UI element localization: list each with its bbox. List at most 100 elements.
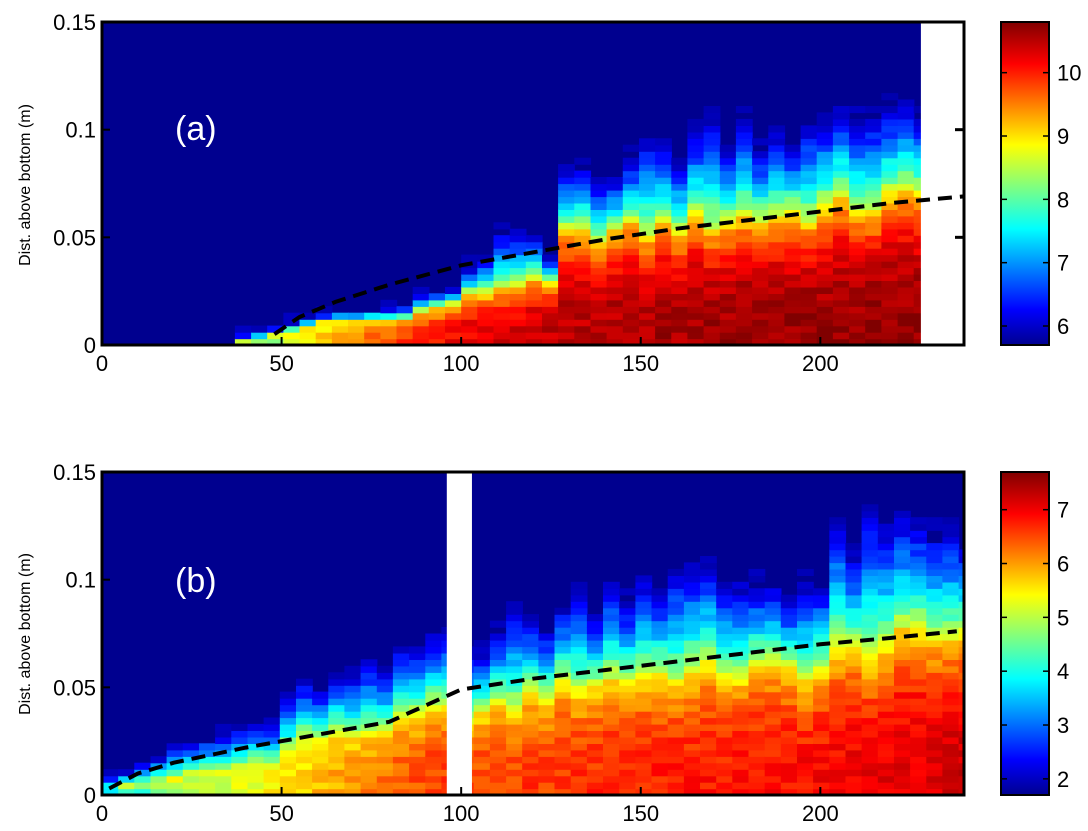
heatmap-cell	[247, 730, 265, 738]
heatmap-cell	[425, 633, 443, 641]
heatmap-cell	[538, 640, 556, 648]
heatmap-cell	[897, 299, 915, 307]
heatmap-cell	[861, 581, 879, 589]
heatmap-cell	[489, 640, 507, 648]
panel-b-ylabel: Dist. above bottom (m)	[17, 553, 34, 715]
heatmap-cell	[716, 652, 733, 660]
heatmap-cell	[797, 685, 814, 693]
heatmap-cell	[461, 299, 478, 307]
heatmap-cell	[445, 332, 462, 340]
heatmap-cell	[716, 723, 733, 731]
heatmap-cell	[813, 652, 830, 660]
heatmap-cell	[392, 659, 410, 667]
heatmap-cell	[942, 523, 960, 531]
heatmap-cell	[506, 665, 523, 673]
heatmap-cell	[784, 332, 802, 340]
heatmap-cell	[283, 332, 301, 340]
heatmap-cell	[958, 633, 964, 641]
heatmap-cell	[829, 743, 847, 751]
heatmap-cell	[586, 698, 604, 706]
heatmap-cell	[234, 325, 252, 333]
heatmap-cell	[392, 730, 410, 738]
heatmap-cell	[622, 248, 640, 256]
heatmap-cell	[558, 299, 575, 307]
heatmap-cell	[570, 588, 588, 596]
heatmap-cell	[570, 665, 588, 673]
heatmap-cell	[861, 769, 879, 777]
heatmap-cell	[732, 749, 750, 757]
heatmap-cell	[671, 248, 689, 256]
heatmap-cell	[877, 594, 895, 602]
heatmap-cell	[849, 325, 866, 333]
heatmap-cell	[590, 267, 608, 275]
heatmap-cell	[538, 691, 556, 699]
heatmap-cell	[603, 652, 620, 660]
heatmap-cell	[671, 202, 689, 210]
heatmap-cell	[639, 280, 656, 288]
heatmap-cell	[279, 730, 297, 738]
heatmap-cell	[554, 736, 572, 744]
heatmap-cell	[910, 614, 927, 622]
heatmap-cell	[748, 614, 766, 622]
heatmap-cell	[865, 209, 882, 217]
heatmap-cell	[312, 730, 329, 738]
heatmap-cell	[910, 575, 927, 583]
heatmap-cell	[655, 144, 672, 152]
heatmap-cell	[296, 698, 313, 706]
heatmap-cell	[538, 730, 556, 738]
heatmap-cell	[328, 672, 346, 680]
heatmap-cell	[719, 222, 737, 230]
heatmap-cell	[493, 338, 511, 345]
heatmap-cell	[639, 235, 656, 243]
heatmap-cell	[283, 312, 301, 320]
heatmap-cell	[780, 633, 798, 641]
heatmap-cell	[312, 775, 329, 783]
heatmap-cell	[764, 749, 782, 757]
heatmap-cell	[392, 782, 410, 790]
heatmap-cell	[586, 723, 604, 731]
panel-a-no-data-gap	[920, 22, 964, 345]
heatmap-cell	[780, 762, 798, 770]
heatmap-cell	[655, 293, 672, 301]
heatmap-cell	[655, 299, 672, 307]
heatmap-cell	[829, 530, 847, 538]
heatmap-cell	[797, 640, 814, 648]
heatmap-cell	[877, 736, 895, 744]
heatmap-cell	[780, 614, 798, 622]
heatmap-cell	[150, 788, 168, 795]
heatmap-cell	[554, 723, 572, 731]
heatmap-cell	[784, 183, 802, 191]
heatmap-cell	[134, 782, 152, 790]
heatmap-cell	[797, 594, 814, 602]
heatmap-cell	[635, 711, 653, 719]
heatmap-cell	[703, 177, 721, 185]
heatmap-cell	[910, 782, 927, 790]
heatmap-cell	[522, 659, 539, 667]
heatmap-cell	[554, 678, 572, 686]
heatmap-cell	[942, 594, 960, 602]
heatmap-cell	[655, 280, 672, 288]
heatmap-cell	[558, 183, 575, 191]
heatmap-cell	[735, 273, 753, 281]
heatmap-cell	[832, 267, 850, 275]
heatmap-cell	[881, 106, 899, 114]
heatmap-cell	[735, 235, 753, 243]
heatmap-cell	[958, 607, 964, 615]
heatmap-cell	[845, 575, 863, 583]
heatmap-cell	[667, 652, 685, 660]
heatmap-cell	[477, 273, 495, 281]
heatmap-cell	[425, 743, 443, 751]
heatmap-cell	[752, 306, 769, 314]
heatmap-cell	[667, 756, 685, 764]
heatmap-cell	[635, 607, 653, 615]
heatmap-cell	[861, 594, 879, 602]
heatmap-cell	[619, 736, 636, 744]
heatmap-cell	[574, 248, 592, 256]
heatmap-cell	[958, 620, 964, 628]
heatmap-cell	[861, 588, 879, 596]
heatmap-cell	[926, 769, 944, 777]
heatmap-cell	[461, 338, 478, 345]
heatmap-cell	[655, 241, 672, 249]
heatmap-cell	[748, 762, 766, 770]
